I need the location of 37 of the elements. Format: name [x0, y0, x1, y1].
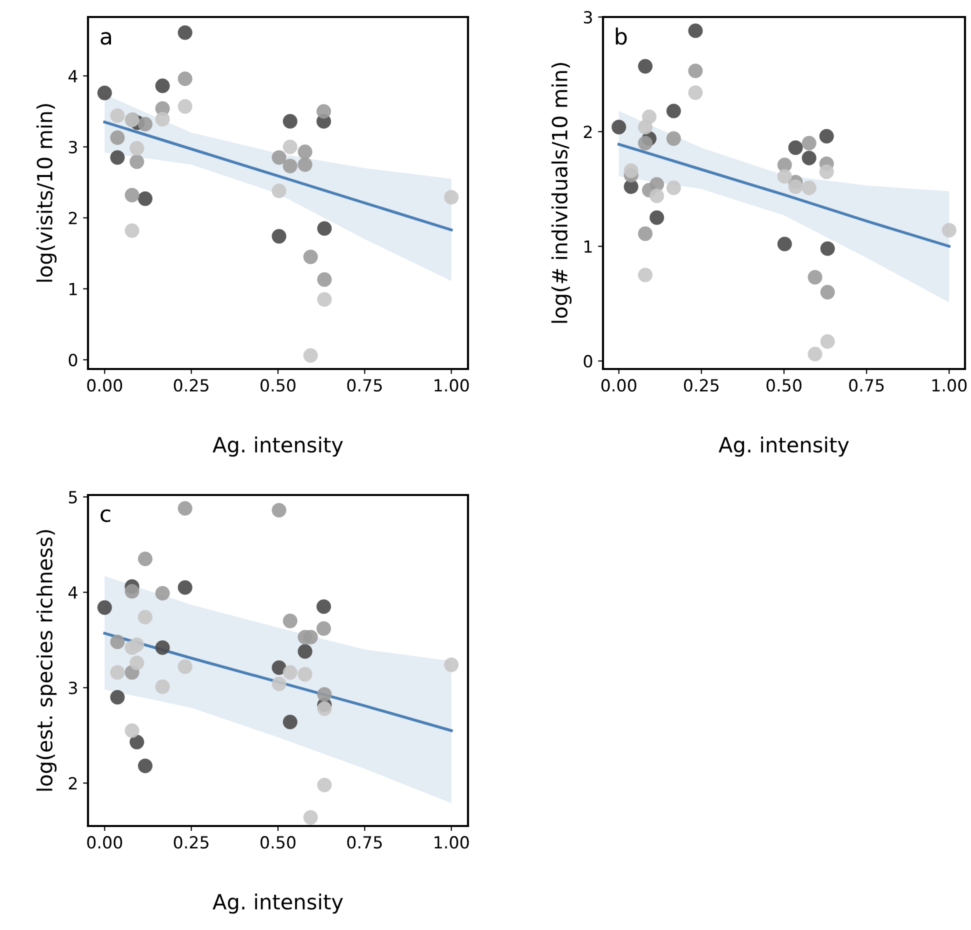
y-axis-title: log(est. species richness): [36, 530, 57, 791]
x-tick-label: 0.50: [260, 379, 296, 392]
y-tick-label: 2: [68, 777, 77, 790]
x-tick-label: 0.25: [174, 836, 208, 849]
x-tick-label: 0.50: [766, 379, 802, 392]
y-tick-label: 2: [584, 126, 592, 138]
y-axis-title: log(# individuals/10 min): [551, 63, 572, 323]
x-tick-label: 1.00: [932, 379, 967, 392]
x-tick-label: 0.75: [849, 379, 884, 392]
y-tick-label: 5: [68, 491, 77, 504]
x-tick-label: 1.00: [434, 836, 469, 849]
x-tick-label: 0.25: [174, 379, 208, 392]
x-axis-title: Ag. intensity: [212, 894, 343, 914]
annotation: a: [100, 32, 111, 45]
x-tick-label: 0.00: [87, 379, 122, 392]
x-tick-label: 0.00: [601, 379, 636, 392]
y-tick-label: 4: [68, 586, 78, 599]
x-tick-label: 1.00: [434, 379, 469, 392]
y-tick-label: 3: [68, 140, 77, 154]
x-axis-title: Ag. intensity: [718, 436, 849, 457]
y-axis-title: log(visits/10 min): [36, 104, 57, 282]
y-tick-label: 3: [68, 682, 77, 694]
y-tick-label: 1: [70, 282, 77, 296]
x-axis-title: Ag. intensity: [212, 436, 343, 457]
y-tick-label: 0: [584, 354, 592, 368]
x-tick-label: 0.00: [87, 836, 122, 849]
y-tick-label: 2: [68, 212, 77, 224]
annotation: b: [616, 28, 627, 45]
y-tick-label: 0: [68, 354, 78, 366]
y-tick-label: 3: [584, 10, 592, 24]
y-tick-label: 4: [68, 70, 78, 82]
y-tick-label: 1: [584, 240, 592, 253]
x-tick-label: 0.50: [260, 836, 296, 849]
x-tick-label: 0.75: [347, 836, 382, 849]
annotation: c: [100, 509, 110, 522]
x-tick-label: 0.75: [347, 379, 382, 392]
x-tick-label: 0.25: [684, 379, 719, 392]
